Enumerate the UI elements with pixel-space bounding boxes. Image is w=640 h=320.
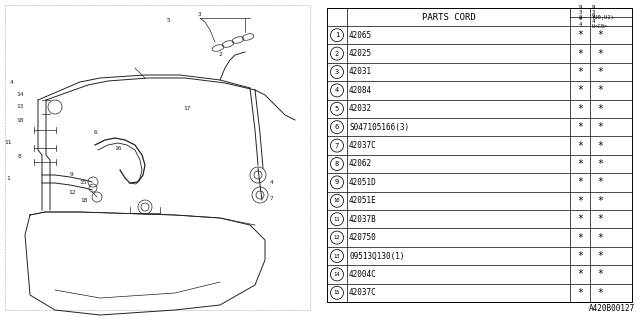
Text: 42025: 42025 [349, 49, 372, 58]
Text: 4: 4 [335, 87, 339, 93]
Text: 9
4: 9 4 [579, 17, 582, 27]
Text: 18: 18 [80, 198, 88, 204]
Text: 12: 12 [333, 235, 340, 240]
Text: 5: 5 [335, 106, 339, 112]
Text: 42037C: 42037C [349, 288, 377, 297]
Text: *: * [577, 30, 583, 40]
Text: 5: 5 [166, 18, 170, 22]
Text: *: * [598, 233, 604, 243]
Text: 1: 1 [6, 175, 10, 180]
Text: *: * [577, 85, 583, 95]
Text: *: * [577, 288, 583, 298]
Text: 9
3
2: 9 3 2 [579, 5, 582, 20]
Text: S047105166(3): S047105166(3) [349, 123, 409, 132]
Text: 420750: 420750 [349, 233, 377, 242]
Text: 9
4
U<C0>: 9 4 U<C0> [592, 14, 608, 29]
Text: *: * [598, 140, 604, 151]
Text: *: * [598, 269, 604, 279]
Text: 14: 14 [333, 272, 340, 277]
Text: *: * [598, 67, 604, 77]
Text: 12: 12 [68, 189, 76, 195]
Text: *: * [598, 104, 604, 114]
Bar [327, 8, 632, 302]
Text: *: * [577, 49, 583, 59]
Text: 10: 10 [333, 198, 340, 203]
Text: 9: 9 [69, 172, 73, 178]
Text: 3: 3 [198, 12, 202, 18]
Text: 13: 13 [16, 105, 24, 109]
Text: *: * [598, 122, 604, 132]
Text: *: * [577, 269, 583, 279]
Text: 09513Q130(1): 09513Q130(1) [349, 252, 404, 260]
Text: 14: 14 [16, 92, 24, 98]
Text: *: * [577, 140, 583, 151]
Text: 17: 17 [183, 106, 191, 110]
Text: 2: 2 [218, 52, 222, 57]
Text: 10: 10 [16, 118, 24, 124]
Text: 7: 7 [270, 196, 274, 201]
Text: *: * [577, 233, 583, 243]
Text: *: * [577, 196, 583, 206]
Text: PARTS CORD: PARTS CORD [422, 12, 476, 21]
Text: 42037B: 42037B [349, 215, 377, 224]
Text: 42065: 42065 [349, 31, 372, 40]
Text: 9
3
(U0,U1): 9 3 (U0,U1) [592, 5, 615, 20]
Text: 15: 15 [79, 180, 87, 185]
Bar [5, 5, 310, 310]
Text: 8: 8 [18, 154, 22, 158]
Text: 11: 11 [333, 217, 340, 222]
Text: *: * [577, 214, 583, 224]
Text: 2: 2 [335, 51, 339, 57]
Text: 8: 8 [335, 161, 339, 167]
Text: 42062: 42062 [349, 159, 372, 169]
Text: *: * [577, 251, 583, 261]
Text: 7: 7 [335, 143, 339, 148]
Text: 3: 3 [335, 69, 339, 75]
Text: *: * [577, 104, 583, 114]
Text: A420B00127: A420B00127 [589, 304, 635, 313]
Text: 42084: 42084 [349, 86, 372, 95]
Text: 15: 15 [333, 290, 340, 295]
Text: 42051D: 42051D [349, 178, 377, 187]
Text: 42051E: 42051E [349, 196, 377, 205]
Text: 13: 13 [333, 253, 340, 259]
Text: *: * [598, 30, 604, 40]
Text: *: * [598, 251, 604, 261]
Text: *: * [577, 67, 583, 77]
Text: 42032: 42032 [349, 104, 372, 113]
Text: 6: 6 [335, 124, 339, 130]
Text: 9: 9 [335, 180, 339, 185]
Text: 4: 4 [10, 79, 14, 84]
Text: 42037C: 42037C [349, 141, 377, 150]
Text: 16: 16 [115, 146, 122, 150]
Text: 42004C: 42004C [349, 270, 377, 279]
Text: *: * [577, 122, 583, 132]
Text: 4: 4 [270, 180, 274, 185]
Text: *: * [598, 177, 604, 188]
Text: 1: 1 [335, 32, 339, 38]
Text: *: * [598, 49, 604, 59]
Text: *: * [598, 288, 604, 298]
Text: *: * [598, 85, 604, 95]
Text: *: * [577, 159, 583, 169]
Text: *: * [598, 214, 604, 224]
Text: *: * [598, 196, 604, 206]
Text: 11: 11 [4, 140, 12, 146]
Text: *: * [577, 177, 583, 188]
Text: 42031: 42031 [349, 68, 372, 76]
Text: 6: 6 [93, 130, 97, 134]
Text: *: * [598, 159, 604, 169]
